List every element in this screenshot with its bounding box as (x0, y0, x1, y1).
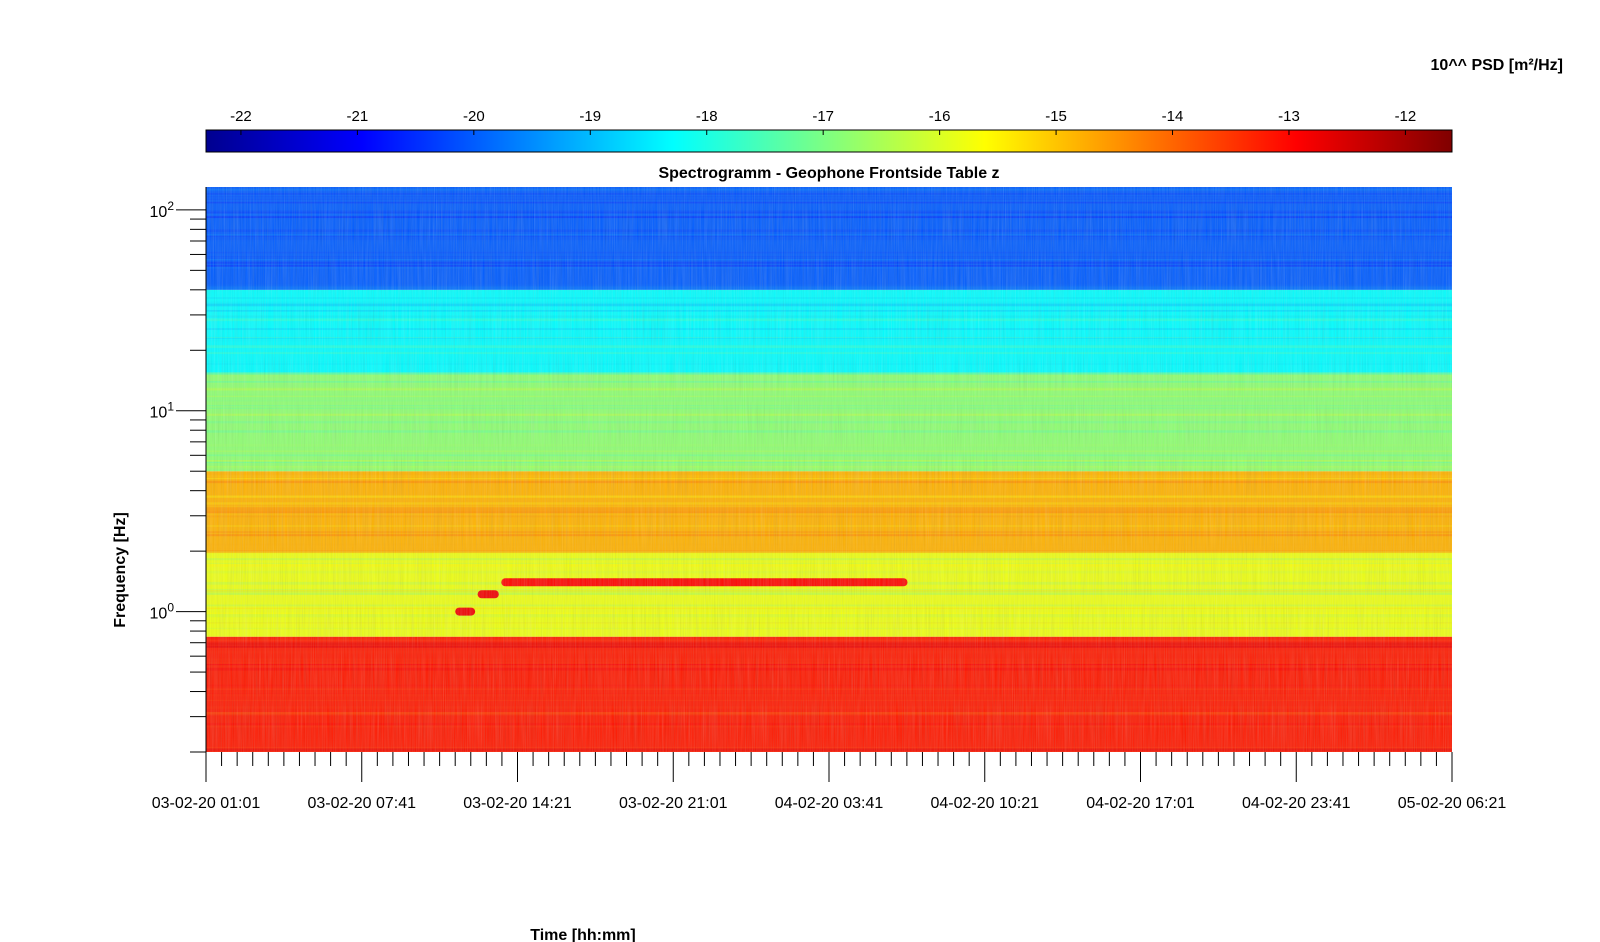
colorbar-tick-label: -17 (812, 108, 834, 125)
x-tick-label: 03-02-20 14:21 (463, 795, 572, 812)
x-tick-label: 05-02-20 06:21 (1398, 795, 1507, 812)
texture-overlay (206, 187, 1452, 752)
spectrogram-plot-area (206, 187, 1452, 752)
colorbar-tick-label: -14 (1162, 108, 1184, 125)
x-tick-label: 04-02-20 23:41 (1242, 795, 1351, 812)
x-tick-label: 04-02-20 10:21 (930, 795, 1039, 812)
colorbar-label: 10^^ PSD [m²/Hz] (1431, 57, 1563, 74)
y-axis: 100 101 102 (150, 187, 207, 753)
colorbar-tick-label: -22 (230, 108, 252, 125)
y-axis-label: Frequency [Hz] (112, 512, 129, 628)
colorbar-tick-label: -21 (347, 108, 369, 125)
colorbar-tick-label: -20 (463, 108, 485, 125)
x-tick-label: 03-02-20 21:01 (619, 795, 728, 812)
colorbar-tick-label: -15 (1045, 108, 1067, 125)
x-tick-label: 04-02-20 03:41 (775, 795, 884, 812)
colorbar-ticks: -22 -21 -20 -19 -18 -17 -16 -15 -14 -13 -12 (230, 108, 1416, 135)
colorbar: -22 -21 -20 -19 -18 -17 -16 -15 -14 -13 -12 10^^ P… (205, 57, 1563, 153)
x-tick-label: 03-02-20 07:41 (307, 795, 416, 812)
colorbar-tick-label: -13 (1278, 108, 1300, 125)
x-axis: 03-02-20 01:01 03-02-20 07:41 03-02-20 14:… (152, 752, 1507, 812)
chart-title: Spectrogramm - Geophone Frontside Table … (658, 165, 999, 182)
x-tick-label: 04-02-20 17:01 (1086, 795, 1195, 812)
colorbar-tick-label: -12 (1395, 108, 1417, 125)
y-tick-label: 100 (150, 601, 175, 623)
colorbar-gradient (205, 129, 1453, 153)
colorbar-tick-label: -18 (696, 108, 718, 125)
x-tick-label: 03-02-20 01:01 (152, 795, 261, 812)
colorbar-tick-label: -16 (929, 108, 951, 125)
y-tick-label: 101 (150, 400, 175, 422)
y-tick-label: 102 (150, 199, 175, 221)
x-axis-label: Time [hh:mm] (530, 927, 635, 942)
colorbar-tick-label: -19 (579, 108, 601, 125)
